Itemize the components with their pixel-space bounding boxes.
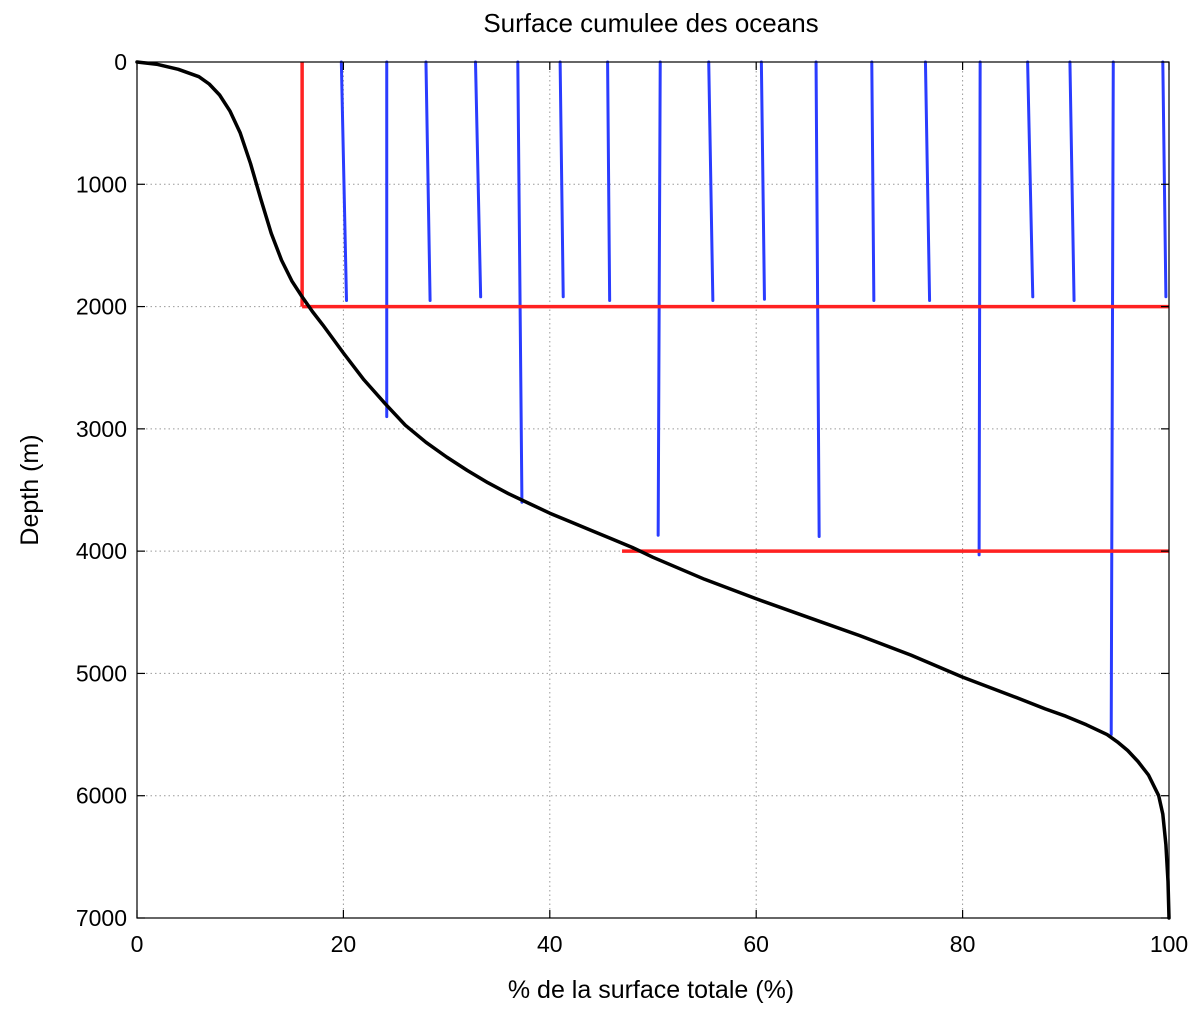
x-axis-ticks: 0 20 40 60 80 100 <box>131 62 1188 957</box>
blue-marker-line <box>870 60 876 302</box>
y-tick-label: 7000 <box>76 905 127 931</box>
y-axis-ticks: 0 1000 2000 3000 4000 5000 6000 7000 <box>76 49 1169 931</box>
red-reference-lines <box>300 62 1169 553</box>
x-tick-label: 60 <box>743 931 769 957</box>
y-axis-label: Depth (m) <box>16 434 44 545</box>
x-tick-label: 80 <box>950 931 976 957</box>
y-tick-label: 3000 <box>76 416 127 442</box>
chart-title: Surface cumulee des oceans <box>483 8 818 38</box>
blue-marker-line <box>339 60 348 302</box>
x-tick-label: 0 <box>131 931 144 957</box>
blue-marker-line <box>1026 60 1035 299</box>
x-tick-label: 40 <box>537 931 563 957</box>
y-tick-label: 6000 <box>76 783 127 809</box>
blue-marker-line <box>1161 60 1168 299</box>
y-tick-label: 0 <box>114 49 127 75</box>
grid <box>137 62 1169 918</box>
blue-marker-line <box>759 60 766 301</box>
blue-marker-line <box>923 60 932 302</box>
y-tick-label: 2000 <box>76 294 127 320</box>
blue-marker-line <box>814 60 821 538</box>
blue-marker-line <box>558 60 565 299</box>
blue-marker-line <box>1068 60 1076 302</box>
blue-marker-line <box>1109 60 1115 737</box>
plot-frame <box>136 61 1170 919</box>
y-tick-label: 1000 <box>76 171 127 197</box>
x-tick-label: 100 <box>1150 931 1188 957</box>
x-tick-label: 20 <box>331 931 357 957</box>
hypsometric-curve <box>135 60 1171 920</box>
y-tick-label: 4000 <box>76 538 127 564</box>
blue-marker-line <box>424 60 432 302</box>
blue-marker-line <box>516 60 524 504</box>
blue-marker-line <box>473 60 483 299</box>
series-layer <box>135 60 1171 920</box>
blue-marker-line <box>977 60 982 557</box>
x-axis-label: % de la surface totale (%) <box>508 976 794 1004</box>
y-tick-label: 5000 <box>76 660 127 686</box>
blue-marker-line <box>606 60 612 302</box>
blue-markers <box>339 60 1168 737</box>
blue-marker-line <box>656 60 662 537</box>
blue-marker-line <box>707 60 715 302</box>
